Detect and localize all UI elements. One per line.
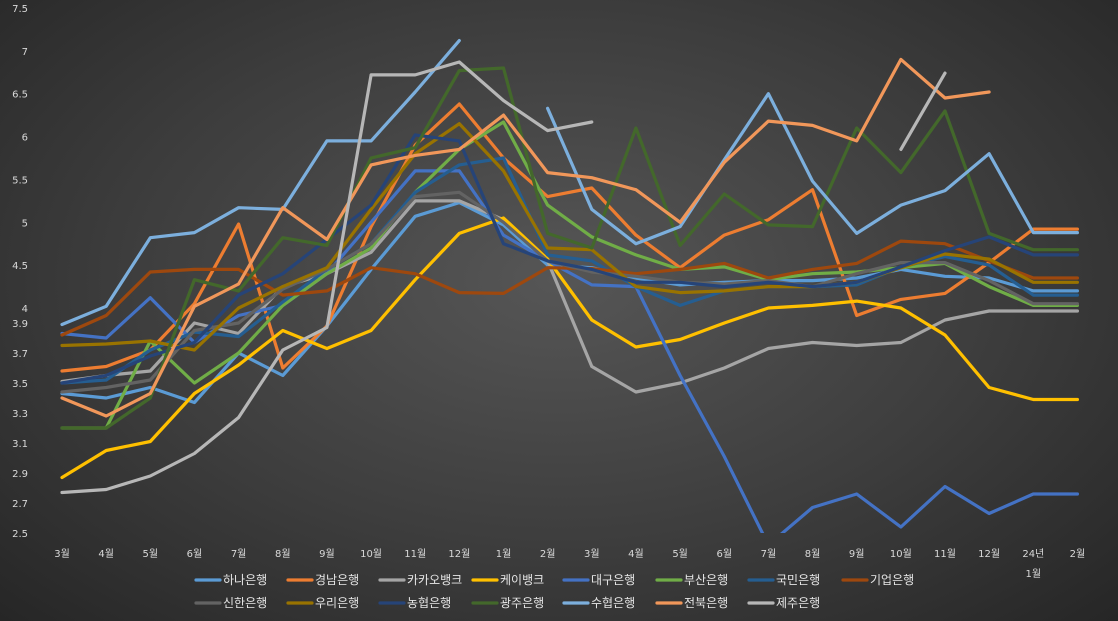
x-tick-label: 7월 <box>231 548 247 560</box>
x-tick-label: 5월 <box>672 548 688 560</box>
legend-label: 농협은행 <box>407 595 451 610</box>
y-tick-label: 3.9 <box>12 319 28 330</box>
x-tick-label: 10월 <box>360 548 382 560</box>
legend-label: 광주은행 <box>500 595 544 610</box>
y-tick-label: 5 <box>22 218 28 229</box>
series-line <box>60 60 947 495</box>
series-line <box>60 102 1079 373</box>
legend-label: 부산은행 <box>684 572 728 587</box>
x-tick-label: 6월 <box>716 548 732 560</box>
y-tick-label: 7.5 <box>12 4 28 15</box>
series-line <box>60 39 1079 327</box>
series-line <box>60 133 1079 385</box>
x-tick-label: 4월 <box>98 548 114 560</box>
legend-label: 국민은행 <box>776 572 820 587</box>
legend-label: 대구은행 <box>591 572 635 587</box>
x-tick-label: 10월 <box>890 548 912 560</box>
legend-item: 하나은행 <box>194 572 267 587</box>
legend-label: 수협은행 <box>591 595 635 610</box>
legend-item: 수협은행 <box>562 595 635 610</box>
series-line <box>60 216 1079 480</box>
legend-item: 전북은행 <box>655 595 728 610</box>
y-tick-label: 2.7 <box>12 499 28 510</box>
x-tick-label: 3월 <box>584 548 600 560</box>
legend-item: 케이뱅크 <box>471 573 544 587</box>
y-tick-label: 2.5 <box>12 529 28 540</box>
series-line <box>60 169 1079 533</box>
legend-item: 국민은행 <box>747 572 820 587</box>
x-tick-label: 12월 <box>448 548 470 560</box>
y-tick-label: 6.5 <box>12 90 28 101</box>
legend-label: 케이뱅크 <box>500 573 544 587</box>
legend-label: 신한은행 <box>223 595 267 610</box>
x-tick-label: 4월 <box>628 548 644 560</box>
x-tick-label: 11월 <box>404 548 426 560</box>
series-line <box>60 239 1079 337</box>
x-tick-label: 2월 <box>540 548 556 560</box>
legend-item: 부산은행 <box>655 572 728 587</box>
legend-label: 우리은행 <box>315 595 359 610</box>
y-tick-label: 3.7 <box>12 349 28 360</box>
legend-item: 기업은행 <box>841 572 914 587</box>
x-axis-ticks: 3월 4월 5월 6월 7월 8월 9월 10월 11월 12월 1월 2월 3월 4월 5월 6월 7월 8월 9… <box>54 548 1085 580</box>
series-lines <box>60 39 1079 533</box>
series-line <box>60 57 991 418</box>
x-tick-label: 11월 <box>934 548 956 560</box>
x-tick-label: 9월 <box>319 548 335 560</box>
x-tick-label: 8월 <box>805 548 821 560</box>
x-tick-label: 8월 <box>275 548 291 560</box>
y-tick-label: 5.5 <box>12 175 28 186</box>
x-tick-label: 2월 <box>1070 548 1086 560</box>
legend-label: 하나은행 <box>223 572 267 587</box>
x-tick-label: 9월 <box>849 548 865 560</box>
x-tick-label: 3월 <box>54 548 70 560</box>
legend-item: 우리은행 <box>286 595 359 610</box>
series-line <box>60 201 1079 405</box>
legend-label: 기업은행 <box>870 572 914 587</box>
y-tick-label: 4.5 <box>12 261 28 272</box>
legend-item: 대구은행 <box>562 572 635 587</box>
legend-item: 신한은행 <box>194 595 267 610</box>
y-axis-ticks: 2.5 2.7 2.9 3.1 3.3 3.5 3.7 3.9 4 4.5 5 5.5 6 6.5 7 7.5 <box>12 4 28 540</box>
legend-label: 제주은행 <box>776 595 820 610</box>
legend-label: 전북은행 <box>684 595 728 610</box>
legend-item: 제주은행 <box>747 595 820 610</box>
y-tick-label: 7 <box>22 47 28 58</box>
legend-item: 광주은행 <box>471 595 544 610</box>
legend-item: 경남은행 <box>286 572 359 587</box>
series-line <box>60 199 1079 394</box>
x-tick-label: 1월 <box>496 548 512 560</box>
y-tick-label: 6 <box>22 133 28 144</box>
legend-label: 경남은행 <box>315 572 359 587</box>
x-tick-label: 5월 <box>143 548 159 560</box>
y-tick-label: 4 <box>22 304 28 315</box>
x-tick-label: 24년 1월 <box>1022 548 1044 580</box>
y-tick-label: 3.3 <box>12 409 28 420</box>
legend-label: 카카오뱅크 <box>407 573 462 587</box>
y-tick-label: 3.1 <box>12 439 28 450</box>
legend-item: 농협은행 <box>378 595 451 610</box>
legend-item: 카카오뱅크 <box>378 573 462 587</box>
x-tick-label: 7월 <box>761 548 777 560</box>
y-tick-label: 2.9 <box>12 469 28 480</box>
x-tick-label: 12월 <box>978 548 1000 560</box>
x-tick-label: 6월 <box>187 548 203 560</box>
y-tick-label: 3.5 <box>12 379 28 390</box>
